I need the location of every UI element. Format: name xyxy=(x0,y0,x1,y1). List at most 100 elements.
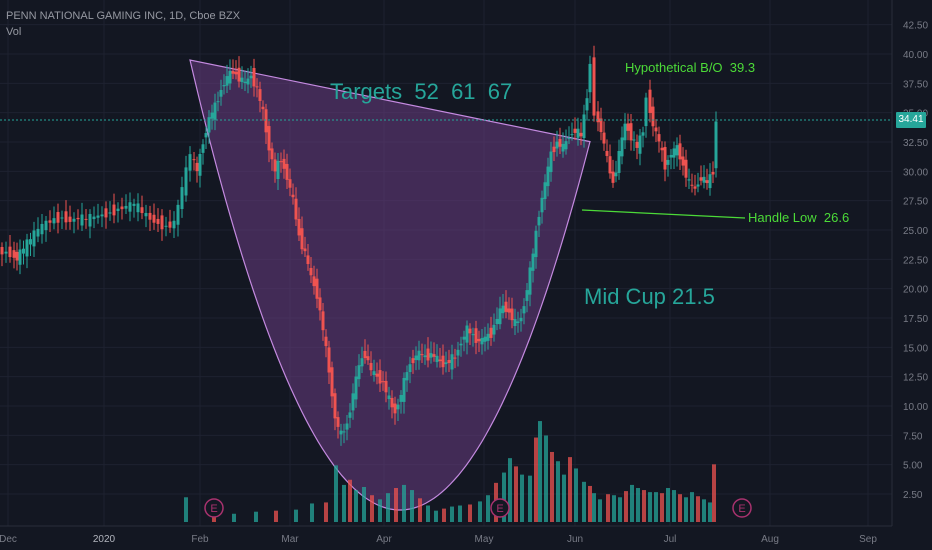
volume-bar xyxy=(538,421,542,522)
candle-body xyxy=(252,68,256,87)
volume-bar xyxy=(534,437,538,522)
volume-bar xyxy=(702,499,706,522)
candle-body xyxy=(240,77,244,83)
candle-body xyxy=(540,197,544,213)
candle-body xyxy=(4,251,8,254)
candle-body xyxy=(324,336,328,347)
candle-body xyxy=(279,161,283,163)
candle-body xyxy=(588,63,592,93)
candle-body xyxy=(525,290,529,301)
candle-body xyxy=(201,144,205,153)
candle-body xyxy=(537,216,541,226)
candle-body xyxy=(172,220,176,229)
candle-body xyxy=(387,395,391,400)
volume-bar xyxy=(654,492,658,522)
candle-body xyxy=(702,176,706,183)
candle-body xyxy=(273,159,277,172)
price-tick-label: 17.50 xyxy=(903,314,928,325)
candle-body xyxy=(213,102,217,120)
price-tick-label: 12.50 xyxy=(903,373,928,384)
price-tick-label: 22.50 xyxy=(903,255,928,266)
candle-body xyxy=(342,431,346,433)
candle-body xyxy=(651,106,655,127)
volume-bar xyxy=(592,493,596,522)
candle-body xyxy=(555,141,559,149)
candle-body xyxy=(64,211,68,223)
volume-bar xyxy=(588,485,592,522)
volume-bar xyxy=(690,492,694,522)
price-tick-label: 32.50 xyxy=(903,138,928,149)
volume-bar xyxy=(556,461,560,522)
candle-body xyxy=(15,251,19,261)
volume-bar xyxy=(696,496,700,522)
candle-body xyxy=(657,134,661,142)
candle-body xyxy=(261,106,265,110)
candle-body xyxy=(40,223,44,235)
candle-body xyxy=(660,147,664,151)
time-tick-label: Sep xyxy=(859,534,877,545)
mid-cup-annotation: Mid Cup 21.5 xyxy=(584,284,715,309)
volume-bar xyxy=(666,488,670,522)
candle-body xyxy=(564,141,568,150)
candle-body xyxy=(501,305,505,314)
candle-body xyxy=(152,214,156,223)
candle-body xyxy=(429,353,433,358)
candle-body xyxy=(432,354,436,357)
time-tick-label: Dec xyxy=(0,534,17,545)
candle-body xyxy=(480,337,484,345)
price-axis: 42.5040.0037.5035.0032.5030.0027.5025.00… xyxy=(903,21,928,501)
volume-bar xyxy=(672,490,676,522)
candle-body xyxy=(124,205,128,209)
candle-body xyxy=(690,184,694,186)
candle-body xyxy=(635,141,639,148)
candle-body xyxy=(288,179,292,188)
volume-series xyxy=(184,421,716,522)
candle-body xyxy=(605,150,609,156)
candle-body xyxy=(0,247,4,255)
candle-body xyxy=(654,127,658,132)
volume-bar xyxy=(354,490,358,522)
handle-low-annotation: Handle Low 26.6 xyxy=(748,210,850,225)
candle-body xyxy=(608,156,612,174)
volume-bar xyxy=(418,498,422,522)
candle-body xyxy=(489,327,493,338)
volume-bar xyxy=(528,475,532,522)
volume-label: Vol xyxy=(6,26,22,38)
candle-body xyxy=(585,98,589,111)
candle-body xyxy=(333,393,337,419)
candle-body xyxy=(267,126,271,151)
time-tick-label: May xyxy=(475,534,494,545)
volume-bar xyxy=(394,488,398,522)
candle-body xyxy=(369,362,373,371)
candle-body xyxy=(136,203,140,213)
volume-bar xyxy=(324,502,328,522)
candle-body xyxy=(243,81,247,84)
time-tick-label: 2020 xyxy=(93,534,116,545)
candle-body xyxy=(96,215,100,218)
volume-bar xyxy=(624,491,628,522)
candle-body xyxy=(629,123,633,141)
candle-body xyxy=(188,154,192,171)
candle-body xyxy=(282,158,286,169)
volume-bar xyxy=(598,499,602,522)
candle-body xyxy=(498,308,502,325)
candle-body xyxy=(696,184,700,187)
candle-body xyxy=(617,151,621,173)
candle-body xyxy=(468,328,472,334)
price-tick-label: 2.50 xyxy=(903,490,923,501)
volume-bar xyxy=(310,503,314,522)
time-axis: Dec 2020 Feb Mar Apr May Jun Jul Aug Sep xyxy=(0,534,877,545)
candle-body xyxy=(546,166,550,187)
candle-body xyxy=(366,356,370,361)
candle-body xyxy=(444,362,448,365)
candle-body xyxy=(561,143,565,152)
candle-body xyxy=(300,228,304,250)
time-tick-label: Mar xyxy=(281,534,299,545)
volume-bar xyxy=(232,513,236,522)
candle-body xyxy=(405,372,409,381)
candle-body xyxy=(411,358,415,364)
candle-body xyxy=(465,325,469,343)
candle-body xyxy=(462,336,466,340)
candle-body xyxy=(519,317,523,322)
